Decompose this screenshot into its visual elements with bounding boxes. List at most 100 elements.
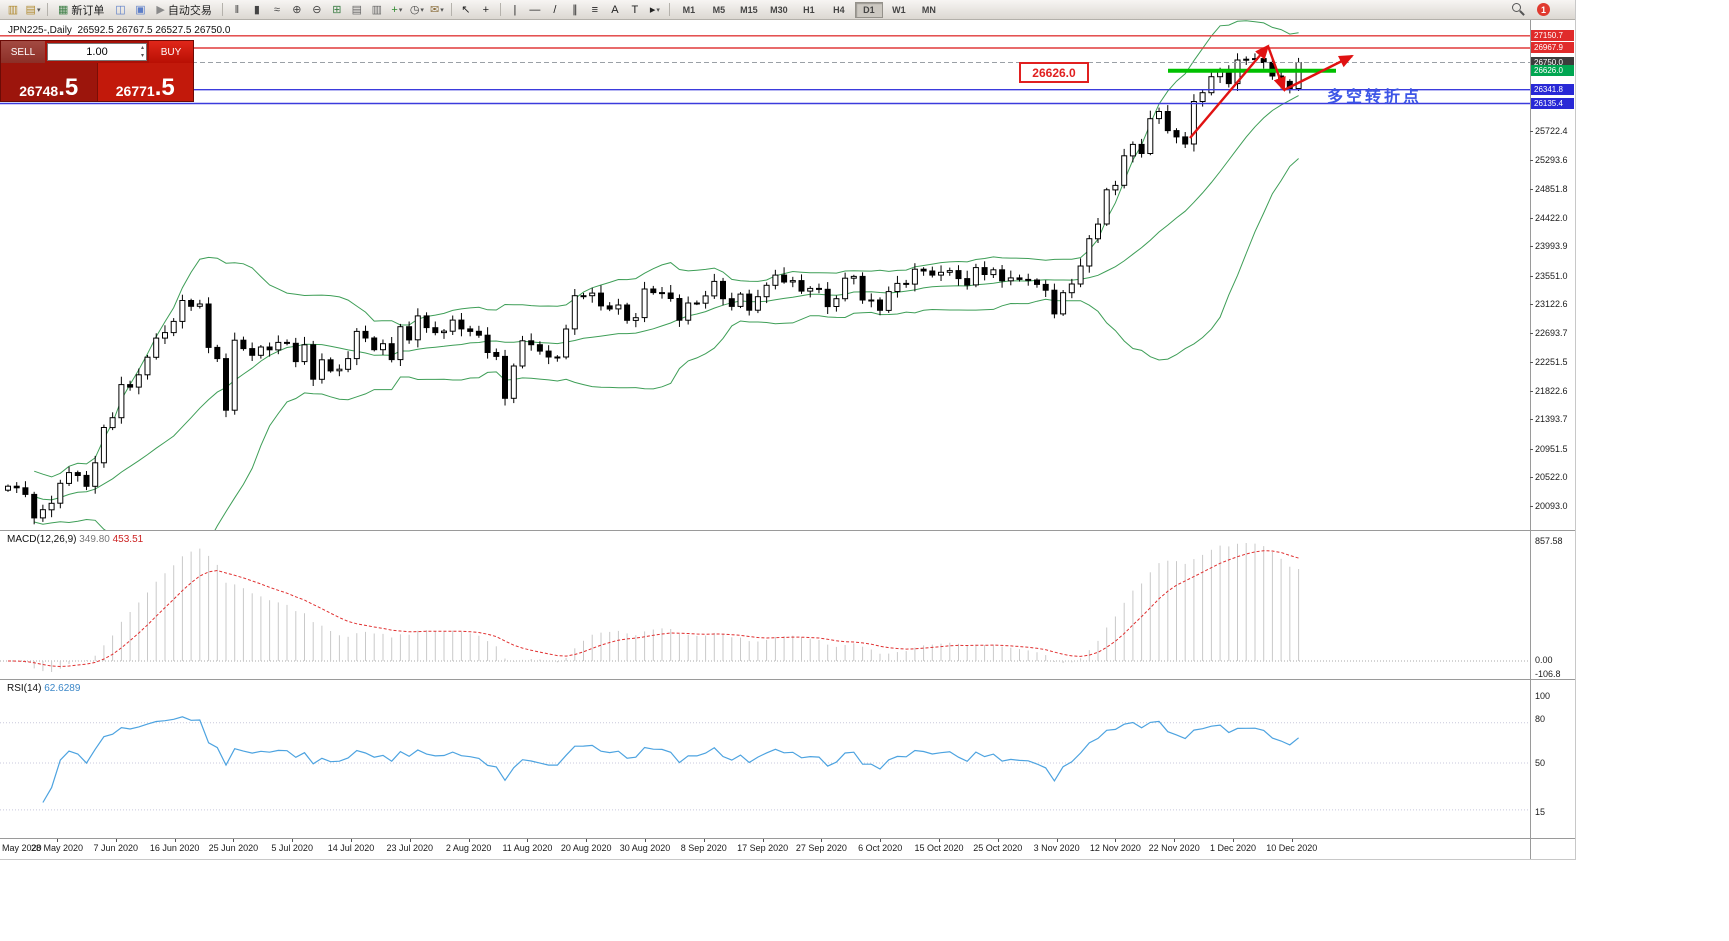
- auto-trading-button[interactable]: ▶ 自动交易: [156, 4, 212, 17]
- price-scale-border: [1530, 20, 1531, 859]
- tab-timeframe-m15[interactable]: M15: [740, 4, 758, 15]
- tab-timeframe-w1[interactable]: W1: [892, 4, 906, 15]
- price-line-badge: 26626.0: [1531, 65, 1574, 77]
- volume-input[interactable]: 1.00 ▴ ▾: [47, 43, 147, 61]
- cascade-windows-icon-glyph: ▤: [351, 4, 363, 16]
- date-axis-label: 27 Sep 2020: [795, 843, 847, 853]
- templates-icon-glyph: ✉: [430, 4, 440, 16]
- price-axis-tick: [1530, 332, 1533, 334]
- vertical-line-icon[interactable]: |: [506, 2, 524, 18]
- channel-icon[interactable]: ∥: [566, 2, 584, 18]
- toolbar-separator: [499, 3, 501, 16]
- candlestick-type-icon-glyph: ▮: [253, 4, 260, 16]
- zoom-out-icon[interactable]: ⊖: [308, 2, 326, 18]
- one-click-trading-panel: SELL 1.00 ▴ ▾ BUY 26748 .5 26771 .5: [0, 40, 194, 102]
- date-axis-tick: [586, 839, 588, 842]
- price-axis-tick: [1530, 159, 1533, 161]
- buy-price[interactable]: 26771 .5: [97, 63, 193, 101]
- arrange-windows-icon[interactable]: ▥: [368, 2, 386, 18]
- fibonacci-icon[interactable]: ≡: [586, 2, 604, 18]
- tab-timeframe-d1[interactable]: D1: [854, 1, 883, 18]
- new-order-button[interactable]: ▦ 新订单: [58, 4, 105, 17]
- crosshair-icon[interactable]: +: [477, 2, 495, 18]
- new-chart-icon[interactable]: ▥: [4, 2, 22, 18]
- price-axis-tick: [1530, 130, 1533, 132]
- shapes-icon[interactable]: ▸ ▾: [649, 4, 660, 16]
- price-line-badge: 26135.4: [1531, 97, 1574, 109]
- date-axis-label: 25 Jun 2020: [208, 843, 259, 853]
- date-axis-tick: [880, 839, 882, 842]
- search-icon[interactable]: [1512, 3, 1525, 16]
- macd-chart[interactable]: [0, 531, 1530, 679]
- price-axis-label: 20522.0: [1535, 472, 1568, 483]
- arrange-windows-icon-glyph: ▥: [371, 4, 383, 16]
- templates-icon[interactable]: ✉ ▾: [430, 4, 444, 16]
- price-axis-label: 25722.4: [1535, 125, 1568, 136]
- bar-chart-type-icon[interactable]: ‖: [228, 2, 246, 18]
- tab-timeframe-m30[interactable]: M30: [770, 4, 788, 15]
- trendline-icon[interactable]: /: [546, 2, 564, 18]
- cascade-windows-icon[interactable]: ▤: [348, 2, 366, 18]
- price-annotation-box[interactable]: 26626.0: [1019, 62, 1089, 83]
- one-click-top-row: SELL 1.00 ▴ ▾ BUY: [1, 41, 193, 63]
- date-axis-tick: [997, 839, 999, 842]
- horizontal-line-icon[interactable]: —: [526, 2, 544, 18]
- pane-separator[interactable]: [0, 679, 1575, 680]
- trend-arrow: [1189, 44, 1270, 139]
- chart-profiles-icon-glyph: ▤: [25, 4, 36, 16]
- tab-timeframe-m1[interactable]: M1: [682, 4, 696, 15]
- date-axis-tick: [821, 839, 823, 842]
- zoom-out-icon-glyph: ⊖: [312, 4, 322, 16]
- notification-badge[interactable]: 1: [1537, 3, 1550, 16]
- market-watch-icon[interactable]: ◫: [111, 2, 129, 18]
- tile-windows-icon[interactable]: ⊞: [328, 2, 346, 18]
- price-axis-label: 23122.6: [1535, 299, 1568, 310]
- toolbar-right: 1: [1512, 3, 1550, 16]
- chart-profiles-icon[interactable]: ▤ ▾: [25, 4, 41, 16]
- price-line-badge: 26967.9: [1531, 42, 1574, 54]
- sell-price-main: 26748: [19, 83, 59, 99]
- periods-icon[interactable]: ◷ ▾: [409, 4, 424, 16]
- date-axis-tick: [1291, 839, 1293, 842]
- toolbar: ▥ ▤ ▾ ▦ 新订单 ◫ ▣ ▶ 自动交易 ‖ ▮ ≈ ⊕ ⊖ ⊞ ▤ ▥ + ▾ ◷ ▾ ✉ ▾ ↖ + | — / ∥ ≡ A T ▸ ▾ M…: [0, 0, 1575, 20]
- pane-separator[interactable]: [0, 530, 1575, 531]
- date-axis-label: 3 Nov 2020: [1033, 843, 1080, 853]
- date-axis-label: May 2020: [2, 843, 42, 853]
- price-line-badge: 26750.0: [1531, 57, 1574, 68]
- trend-arrow: [1266, 45, 1286, 92]
- price-axis-tick: [1530, 477, 1533, 479]
- text-tool-icon[interactable]: A: [606, 2, 624, 18]
- date-axis-tick: [527, 839, 529, 842]
- line-chart-type-icon[interactable]: ≈: [268, 2, 286, 18]
- trendline-icon-glyph: /: [553, 3, 557, 16]
- price-axis-tick: [1530, 448, 1533, 450]
- sell-price[interactable]: 26748 .5: [1, 63, 98, 101]
- price-axis-tick: [1530, 419, 1533, 421]
- zoom-in-icon[interactable]: ⊕: [288, 2, 306, 18]
- price-axis-tick: [1530, 506, 1533, 507]
- volume-spinner[interactable]: ▴ ▾: [140, 45, 144, 59]
- date-axis-label: 16 Jun 2020: [149, 843, 200, 853]
- candlestick-type-icon[interactable]: ▮: [248, 2, 266, 18]
- sell-button[interactable]: SELL: [1, 41, 45, 63]
- tab-timeframe-mn[interactable]: MN: [921, 4, 936, 15]
- macd-axis-label: 857.58: [1535, 536, 1563, 546]
- turning-point-annotation[interactable]: 多空转折点: [1327, 89, 1423, 106]
- date-axis-tick: [1174, 839, 1176, 842]
- add-indicator-icon[interactable]: + ▾: [391, 3, 403, 16]
- macd-main-value: 349.80: [79, 534, 110, 545]
- date-axis-label: 15 Oct 2020: [914, 843, 964, 853]
- date-axis-label: 8 Sep 2020: [680, 843, 727, 853]
- rsi-chart[interactable]: [0, 680, 1530, 838]
- label-tool-icon[interactable]: T: [626, 2, 644, 18]
- tab-timeframe-h1[interactable]: H1: [803, 4, 815, 15]
- cursor-icon[interactable]: ↖: [457, 2, 475, 18]
- data-window-icon[interactable]: ▣: [131, 2, 149, 18]
- date-axis-tick: [233, 839, 235, 842]
- tab-timeframe-h4[interactable]: H4: [833, 4, 845, 15]
- price-chart[interactable]: [0, 20, 1530, 531]
- volume-value: 1.00: [86, 46, 108, 58]
- buy-button[interactable]: BUY: [149, 41, 193, 63]
- tab-timeframe-m5[interactable]: M5: [712, 4, 726, 15]
- date-axis-tick: [174, 839, 176, 842]
